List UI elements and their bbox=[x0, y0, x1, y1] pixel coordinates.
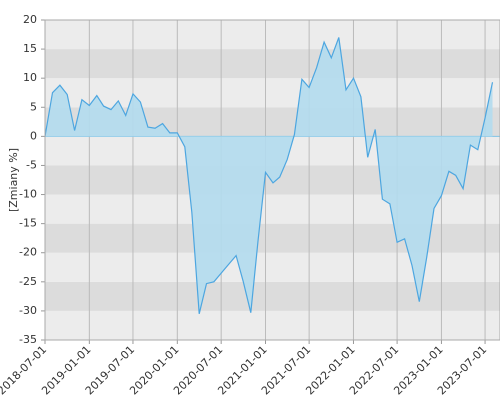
y-tick-label: 5 bbox=[30, 100, 37, 113]
plot-frame bbox=[44, 19, 500, 341]
y-tick-label: -15 bbox=[19, 217, 37, 230]
grid-band bbox=[45, 281, 500, 311]
y-tick-label: -20 bbox=[19, 246, 37, 259]
y-tick-label: 0 bbox=[30, 129, 37, 142]
y-tick-label: -5 bbox=[26, 158, 37, 171]
grid-band bbox=[45, 49, 500, 79]
y-axis-label: [Zmiany %] bbox=[7, 148, 20, 212]
y-tick-label: 10 bbox=[23, 71, 37, 84]
area bbox=[45, 37, 493, 314]
grid-band bbox=[45, 20, 500, 50]
y-tick-label: -10 bbox=[19, 188, 37, 201]
y-tick-label: -30 bbox=[19, 304, 37, 317]
y-tick-label: 20 bbox=[23, 13, 37, 26]
line bbox=[44, 37, 494, 314]
grid-band bbox=[45, 310, 500, 340]
y-tick-label: 15 bbox=[23, 42, 37, 55]
grid-band bbox=[45, 252, 500, 282]
grid-band bbox=[45, 223, 500, 253]
y-tick-label: -25 bbox=[19, 275, 37, 288]
y-tick-label: -35 bbox=[19, 333, 37, 346]
grid-band bbox=[45, 78, 500, 108]
